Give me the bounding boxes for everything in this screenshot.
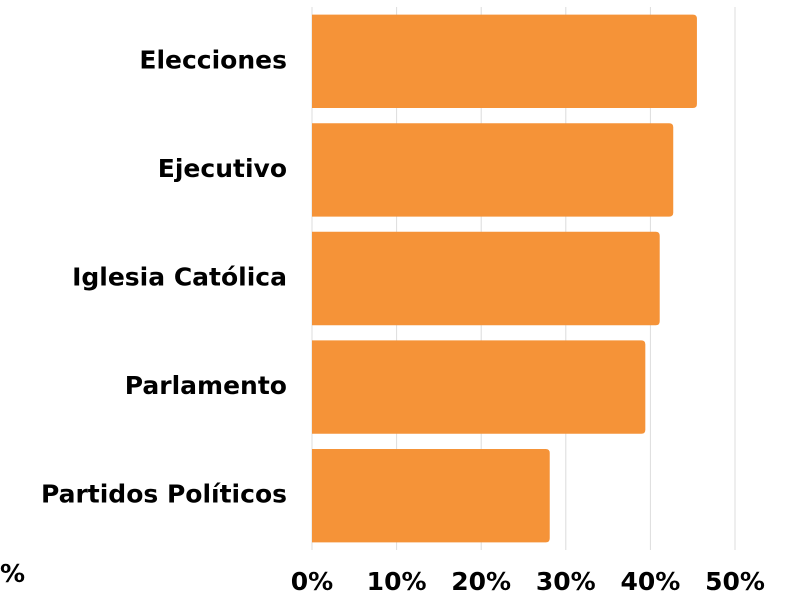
y-tick-label: Elecciones: [139, 45, 287, 74]
bar: [312, 449, 550, 543]
y-tick-label: Iglesia Católica: [72, 263, 287, 292]
bar: [312, 123, 674, 217]
x-tick-label: 20%: [451, 567, 511, 596]
x-tick-label: 30%: [536, 567, 596, 596]
bar: [312, 340, 646, 434]
x-tick-label: 10%: [367, 567, 427, 596]
bar: [312, 231, 660, 326]
x-axis-label: %: [0, 559, 25, 588]
y-tick-label: Ejecutivo: [158, 154, 287, 183]
y-tick-label: Partidos Políticos: [41, 480, 287, 509]
x-tick-label: 50%: [705, 567, 765, 596]
bar: [312, 14, 697, 108]
y-tick-label: Parlamento: [125, 371, 287, 400]
x-tick-label: 40%: [620, 567, 680, 596]
x-tick-label: 0%: [291, 567, 333, 596]
